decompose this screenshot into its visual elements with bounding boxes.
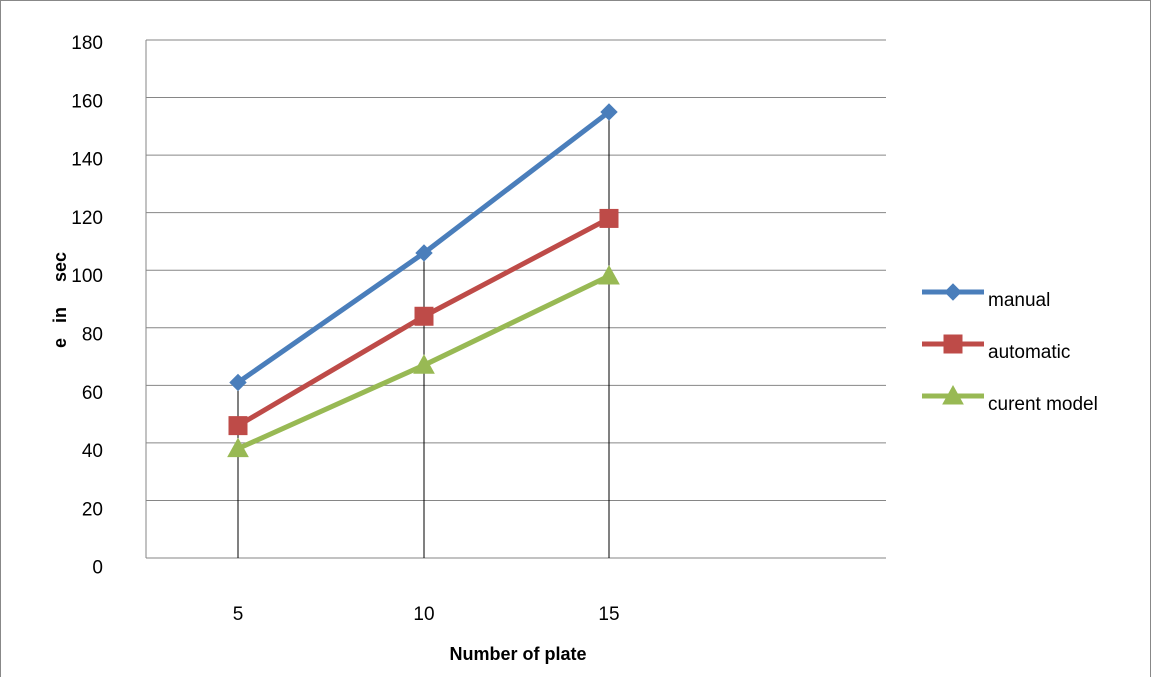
data-point xyxy=(600,103,618,121)
data-point xyxy=(598,264,620,285)
y-tick-label: 160 xyxy=(71,91,103,112)
legend-marker xyxy=(944,283,962,301)
y-tick-label: 20 xyxy=(82,499,103,520)
x-tick-label: 10 xyxy=(413,604,434,625)
legend: manual automatic curent model xyxy=(922,283,1098,415)
legend-marker xyxy=(942,384,964,405)
y-tick-label: 0 xyxy=(92,558,103,579)
drop-lines xyxy=(237,111,610,558)
y-tick-label: 100 xyxy=(71,266,103,287)
x-tick-label: 5 xyxy=(233,604,244,625)
x-tick-labels: 5 10 15 xyxy=(233,604,620,625)
data-point xyxy=(599,208,619,228)
y-tick-label: 140 xyxy=(71,150,103,171)
gridlines xyxy=(145,39,886,559)
x-tick-label: 15 xyxy=(598,604,619,625)
y-tick-label: 40 xyxy=(82,441,103,462)
data-point xyxy=(415,244,433,262)
legend-marker xyxy=(943,334,963,354)
data-point xyxy=(228,416,248,436)
y-tick-labels: 0 20 40 60 80 100 120 140 160 180 xyxy=(71,33,103,579)
y-tick-label: 180 xyxy=(71,33,103,54)
data-point xyxy=(227,437,249,458)
y-tick-label: 120 xyxy=(71,208,103,229)
x-axis-title: Number of plate xyxy=(449,644,586,664)
data-point xyxy=(413,354,435,374)
y-tick-label: 60 xyxy=(82,383,103,404)
legend-entry: curent model xyxy=(988,394,1098,415)
data-point xyxy=(414,306,434,326)
legend-entry: manual xyxy=(988,290,1050,311)
legend-entry: automatic xyxy=(988,342,1070,363)
data-point xyxy=(229,373,247,392)
y-axis-title: e in sec xyxy=(50,252,70,348)
y-tick-label: 80 xyxy=(82,325,103,346)
series-lines xyxy=(227,103,620,458)
